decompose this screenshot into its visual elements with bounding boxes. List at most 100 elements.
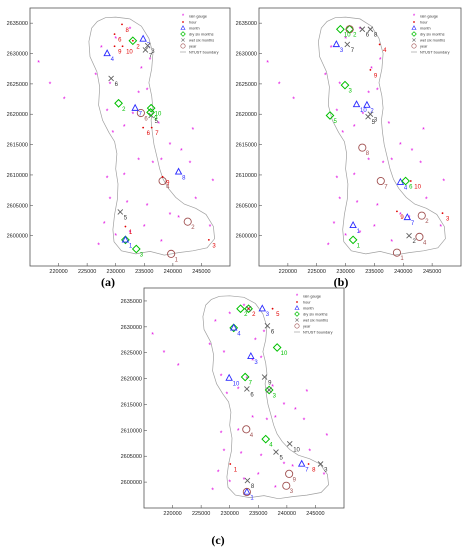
x-tick-label: 235000 (249, 511, 267, 517)
station-id-label: 5 (276, 312, 280, 318)
ntust-boundary (88, 16, 215, 256)
station-id-label: 2 (191, 225, 195, 231)
rain-gauge-marker: * (274, 415, 277, 422)
rain-gauge-marker: * (94, 72, 97, 79)
y-tick-label: 2630000 (7, 52, 28, 58)
hour-marker (378, 43, 381, 46)
wet-six-months-marker (365, 113, 371, 120)
station-id-label: 6 (250, 392, 254, 398)
rain-gauge-marker: * (211, 487, 214, 494)
legend-hour-marker (413, 21, 415, 23)
rain-gauge-marker: * (49, 81, 52, 88)
dry-six-months-marker (128, 36, 138, 46)
x-tick-label: 230000 (221, 511, 239, 517)
station-id-label: 6 (409, 185, 413, 191)
hour-marker (142, 126, 145, 129)
plot-frame (29, 7, 231, 267)
rain-gauge-marker: * (220, 374, 223, 381)
rain-gauge-marker: * (237, 386, 240, 393)
station-id-label: 4 (423, 240, 427, 246)
hour-marker (307, 463, 310, 465)
legend-year-marker (411, 43, 417, 49)
y-tick-label: 2620000 (7, 112, 28, 118)
rain-gauge-marker: * (344, 233, 347, 240)
station-id-label: 5 (155, 119, 159, 125)
rain-gauge-marker: * (362, 112, 365, 119)
panel-label: (a) (101, 275, 115, 289)
dry-six-months-marker (272, 343, 282, 352)
rain-gauge-marker: * (356, 200, 359, 207)
rain-gauge-marker: * (140, 66, 143, 73)
hour-marker (396, 210, 398, 213)
station-id-label: 10 (233, 382, 240, 388)
rain-gauge-marker: * (129, 27, 132, 34)
rain-gauge-marker: * (265, 418, 268, 425)
wet-six-months-marker (117, 209, 124, 215)
rain-gauge-marker: * (399, 142, 402, 149)
legend-entry: year (189, 44, 197, 48)
rain-gauge-marker: * (169, 142, 172, 149)
rain-gauge-marker: * (330, 45, 333, 52)
rain-gauge-marker: * (146, 203, 149, 210)
station-id-label: 6 (366, 33, 370, 39)
chart-panel: 220000 225000 230000 235000 240000 245000 2600… (236, 7, 462, 289)
rain-gauge-marker: * (303, 418, 306, 425)
wet-six-months-marker (344, 41, 351, 48)
rain-gauge-marker: * (359, 230, 362, 237)
rain-gauge-marker: * (274, 485, 277, 492)
station-id-label: 9 (154, 116, 158, 122)
legend-entry: year (303, 324, 311, 328)
x-tick-label: 245000 (192, 269, 210, 275)
hour-marker (271, 307, 274, 310)
rain-gauge-marker: * (336, 175, 339, 182)
x-tick-label: 240000 (278, 511, 296, 517)
rain-gauge-marker: * (263, 330, 266, 337)
wet-six-months-marker (286, 440, 293, 447)
legend-entry: NTUST boundary (303, 330, 333, 334)
legend-month-marker (294, 305, 300, 310)
station-id-label: 6 (147, 131, 151, 137)
station-id-label: 2 (425, 219, 429, 225)
legend-entry: wet six months (420, 38, 445, 42)
x-tick-label: 225000 (192, 511, 210, 517)
y-tick-label: 2605000 (7, 203, 28, 209)
station-id-label: 4 (404, 186, 408, 192)
year-marker (376, 176, 385, 186)
x-tick-label: 230000 (107, 269, 125, 275)
rain-gauge-marker: * (97, 242, 100, 249)
rain-gauge-marker: * (266, 60, 269, 67)
x-tick-label: 240000 (164, 269, 182, 275)
legend-dry-marker (294, 311, 300, 317)
station-id-label: 9 (293, 477, 297, 483)
legend-wet-marker (412, 38, 416, 42)
month-marker (229, 323, 238, 331)
legend-entry: dry six months (303, 312, 328, 316)
panel-label: (b) (334, 275, 349, 289)
y-tick-label: 2605000 (236, 203, 257, 209)
month-marker (247, 351, 255, 359)
station-id-label: 7 (305, 468, 309, 474)
chart-panel: 220000 225000 230000 235000 240000 245000 2600… (121, 287, 345, 547)
rain-gauge-marker: * (126, 200, 129, 207)
legend-entry: year (420, 44, 428, 48)
station-id-label: 1 (250, 495, 254, 501)
rain-gauge-marker: * (111, 130, 114, 137)
station-id-label: 4 (111, 57, 115, 63)
rain-gauge-marker: * (251, 415, 254, 422)
wet-six-months-marker (144, 42, 151, 49)
rain-gauge-marker: * (359, 27, 362, 34)
rain-gauge-marker: * (114, 233, 117, 240)
hour-marker (369, 69, 372, 71)
rain-gauge-marker: * (425, 197, 428, 204)
legend-entry: hour (420, 20, 428, 24)
legend-entry: rain gauge (303, 294, 321, 298)
wet-six-months-marker (261, 374, 268, 380)
rain-gauge-marker: * (137, 90, 140, 97)
rain-gauge-marker: * (382, 160, 385, 167)
station-id-label: 2 (147, 42, 151, 48)
station-id-label: 8 (312, 468, 316, 474)
legend-entry: dry six months (189, 32, 214, 36)
rain-gauge-marker: * (191, 127, 194, 134)
dry-six-months-marker (261, 434, 271, 444)
y-tick-label: 2600000 (236, 234, 257, 240)
